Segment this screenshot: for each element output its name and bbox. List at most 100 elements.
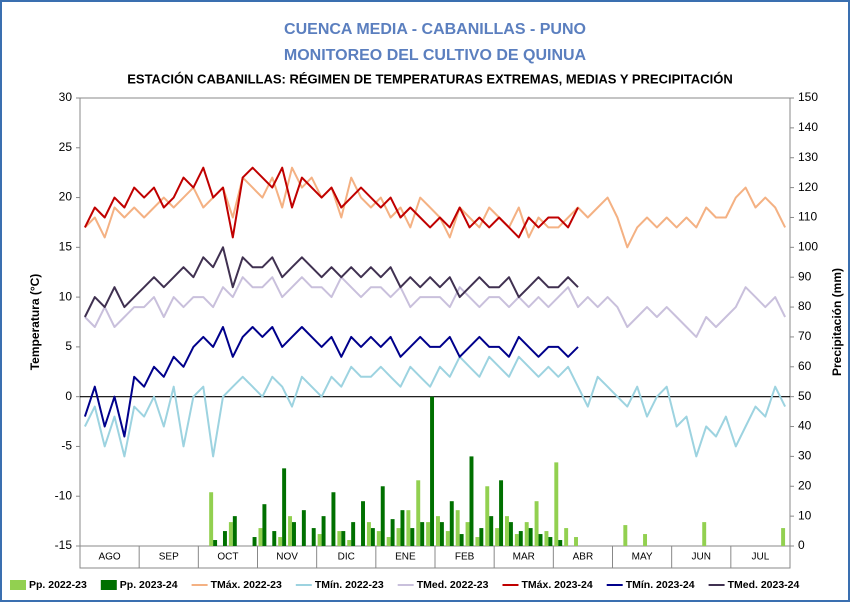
- precip-bar: [406, 510, 411, 546]
- y2-tick-label: 130: [798, 150, 818, 164]
- y2-tick-label: 140: [798, 120, 818, 134]
- x-tick-label: OCT: [217, 552, 238, 563]
- precip-bar: [258, 528, 263, 546]
- y2-tick-label: 30: [798, 449, 812, 463]
- temperature-line: [83, 326, 579, 438]
- precip-bar: [465, 522, 470, 546]
- precip-bar: [262, 504, 267, 546]
- precip-bar: [508, 522, 513, 546]
- y-tick-label: 25: [59, 140, 73, 154]
- precip-bar: [538, 534, 543, 546]
- x-tick-label: ENE: [395, 552, 416, 563]
- temperature-line: [84, 246, 579, 318]
- subtitle: MONITOREO DEL CULTIVO DE QUINUA: [284, 47, 587, 64]
- precip-bar: [331, 492, 336, 546]
- x-tick-label: AGO: [98, 552, 120, 563]
- precip-bar: [524, 522, 529, 546]
- chart-title: ESTACIÓN CABANILLAS: RÉGIMEN DE TEMPERAT…: [127, 71, 733, 86]
- precip-bar: [282, 468, 287, 546]
- y-tick-label: -15: [55, 538, 73, 552]
- precip-bar: [292, 522, 296, 546]
- precip-bar: [574, 537, 578, 546]
- precip-bar: [534, 501, 539, 546]
- precip-bar: [479, 528, 484, 546]
- precip-bar: [548, 537, 553, 546]
- precip-bar: [455, 510, 460, 546]
- precip-bar: [505, 516, 509, 546]
- y2-tick-label: 70: [798, 329, 812, 343]
- x-tick-label: JUL: [752, 552, 770, 563]
- precip-bar: [366, 522, 371, 546]
- y2-axis-label: Precipitación (mm): [830, 268, 844, 376]
- precip-bar: [528, 528, 533, 546]
- y2-tick-label: 40: [798, 419, 812, 433]
- precip-bar: [623, 525, 628, 546]
- temperature-line: [84, 355, 786, 458]
- x-tick-label: JUN: [692, 552, 711, 563]
- y2-tick-label: 60: [798, 359, 812, 373]
- temperature-line: [84, 166, 786, 249]
- y2-tick-label: 90: [798, 269, 812, 283]
- precip-bar: [278, 537, 283, 546]
- precip-bar: [321, 516, 326, 546]
- legend-label: TMáx. 2023-24: [521, 579, 592, 591]
- y2-tick-label: 100: [798, 240, 818, 254]
- precip-bar: [311, 528, 316, 546]
- precip-bar: [430, 396, 435, 546]
- precip-bar: [564, 528, 569, 546]
- precip-bar: [213, 540, 218, 546]
- legend-swatch: [10, 580, 26, 590]
- y2-tick-label: 80: [798, 299, 812, 313]
- precip-bar: [469, 456, 474, 546]
- precip-bar: [400, 510, 405, 546]
- precip-bar: [337, 531, 342, 546]
- legend-label: Pp. 2022-23: [29, 579, 87, 591]
- precip-bar: [499, 480, 504, 546]
- legend-label: TMed. 2023-24: [728, 579, 800, 591]
- legend-label: TMín. 2023-24: [626, 579, 695, 591]
- precip-bar: [370, 528, 375, 546]
- precip-bar: [380, 486, 385, 546]
- precip-bar: [228, 522, 233, 546]
- precip-bar: [459, 534, 464, 546]
- precip-bar: [449, 501, 454, 546]
- precip-bar: [495, 528, 500, 546]
- precip-bar: [390, 519, 395, 546]
- y2-tick-label: 120: [798, 180, 818, 194]
- precip-bar: [475, 537, 480, 546]
- temperature-line: [84, 166, 579, 239]
- precip-bar: [485, 486, 490, 546]
- x-tick-label: SEP: [159, 552, 179, 563]
- precip-bar: [209, 492, 214, 546]
- x-tick-label: MAR: [513, 552, 535, 563]
- precip-bar: [544, 531, 549, 546]
- precip-bar: [781, 528, 786, 546]
- y2-tick-label: 20: [798, 478, 812, 492]
- x-tick-label: ABR: [573, 552, 594, 563]
- legend-swatch: [100, 580, 117, 590]
- y-tick-label: 10: [59, 289, 73, 303]
- y-tick-label: 5: [65, 339, 72, 353]
- y-tick-label: -10: [55, 488, 73, 502]
- precip-bar: [301, 510, 306, 546]
- y2-tick-label: 50: [798, 389, 812, 403]
- precip-bar: [347, 540, 352, 546]
- legend-label: TMáx. 2022-23: [211, 579, 282, 591]
- precip-bar: [288, 516, 293, 546]
- y-axis-label: Temperatura (°C): [28, 274, 42, 371]
- y2-tick-label: 150: [798, 90, 818, 104]
- precip-bar: [435, 516, 440, 546]
- precip-bar: [554, 462, 559, 546]
- x-tick-label: FEB: [455, 552, 475, 563]
- y-tick-label: 0: [65, 389, 72, 403]
- precip-bar: [361, 501, 365, 546]
- title: CUENCA MEDIA - CABANILLAS - PUNO: [284, 21, 586, 38]
- precip-bar: [489, 516, 494, 546]
- precip-bar: [643, 534, 648, 546]
- precip-bar: [386, 537, 391, 546]
- y-tick-label: -5: [61, 439, 72, 453]
- y2-tick-label: 0: [798, 538, 805, 552]
- precip-bar: [426, 522, 431, 546]
- precip-bar: [558, 540, 563, 546]
